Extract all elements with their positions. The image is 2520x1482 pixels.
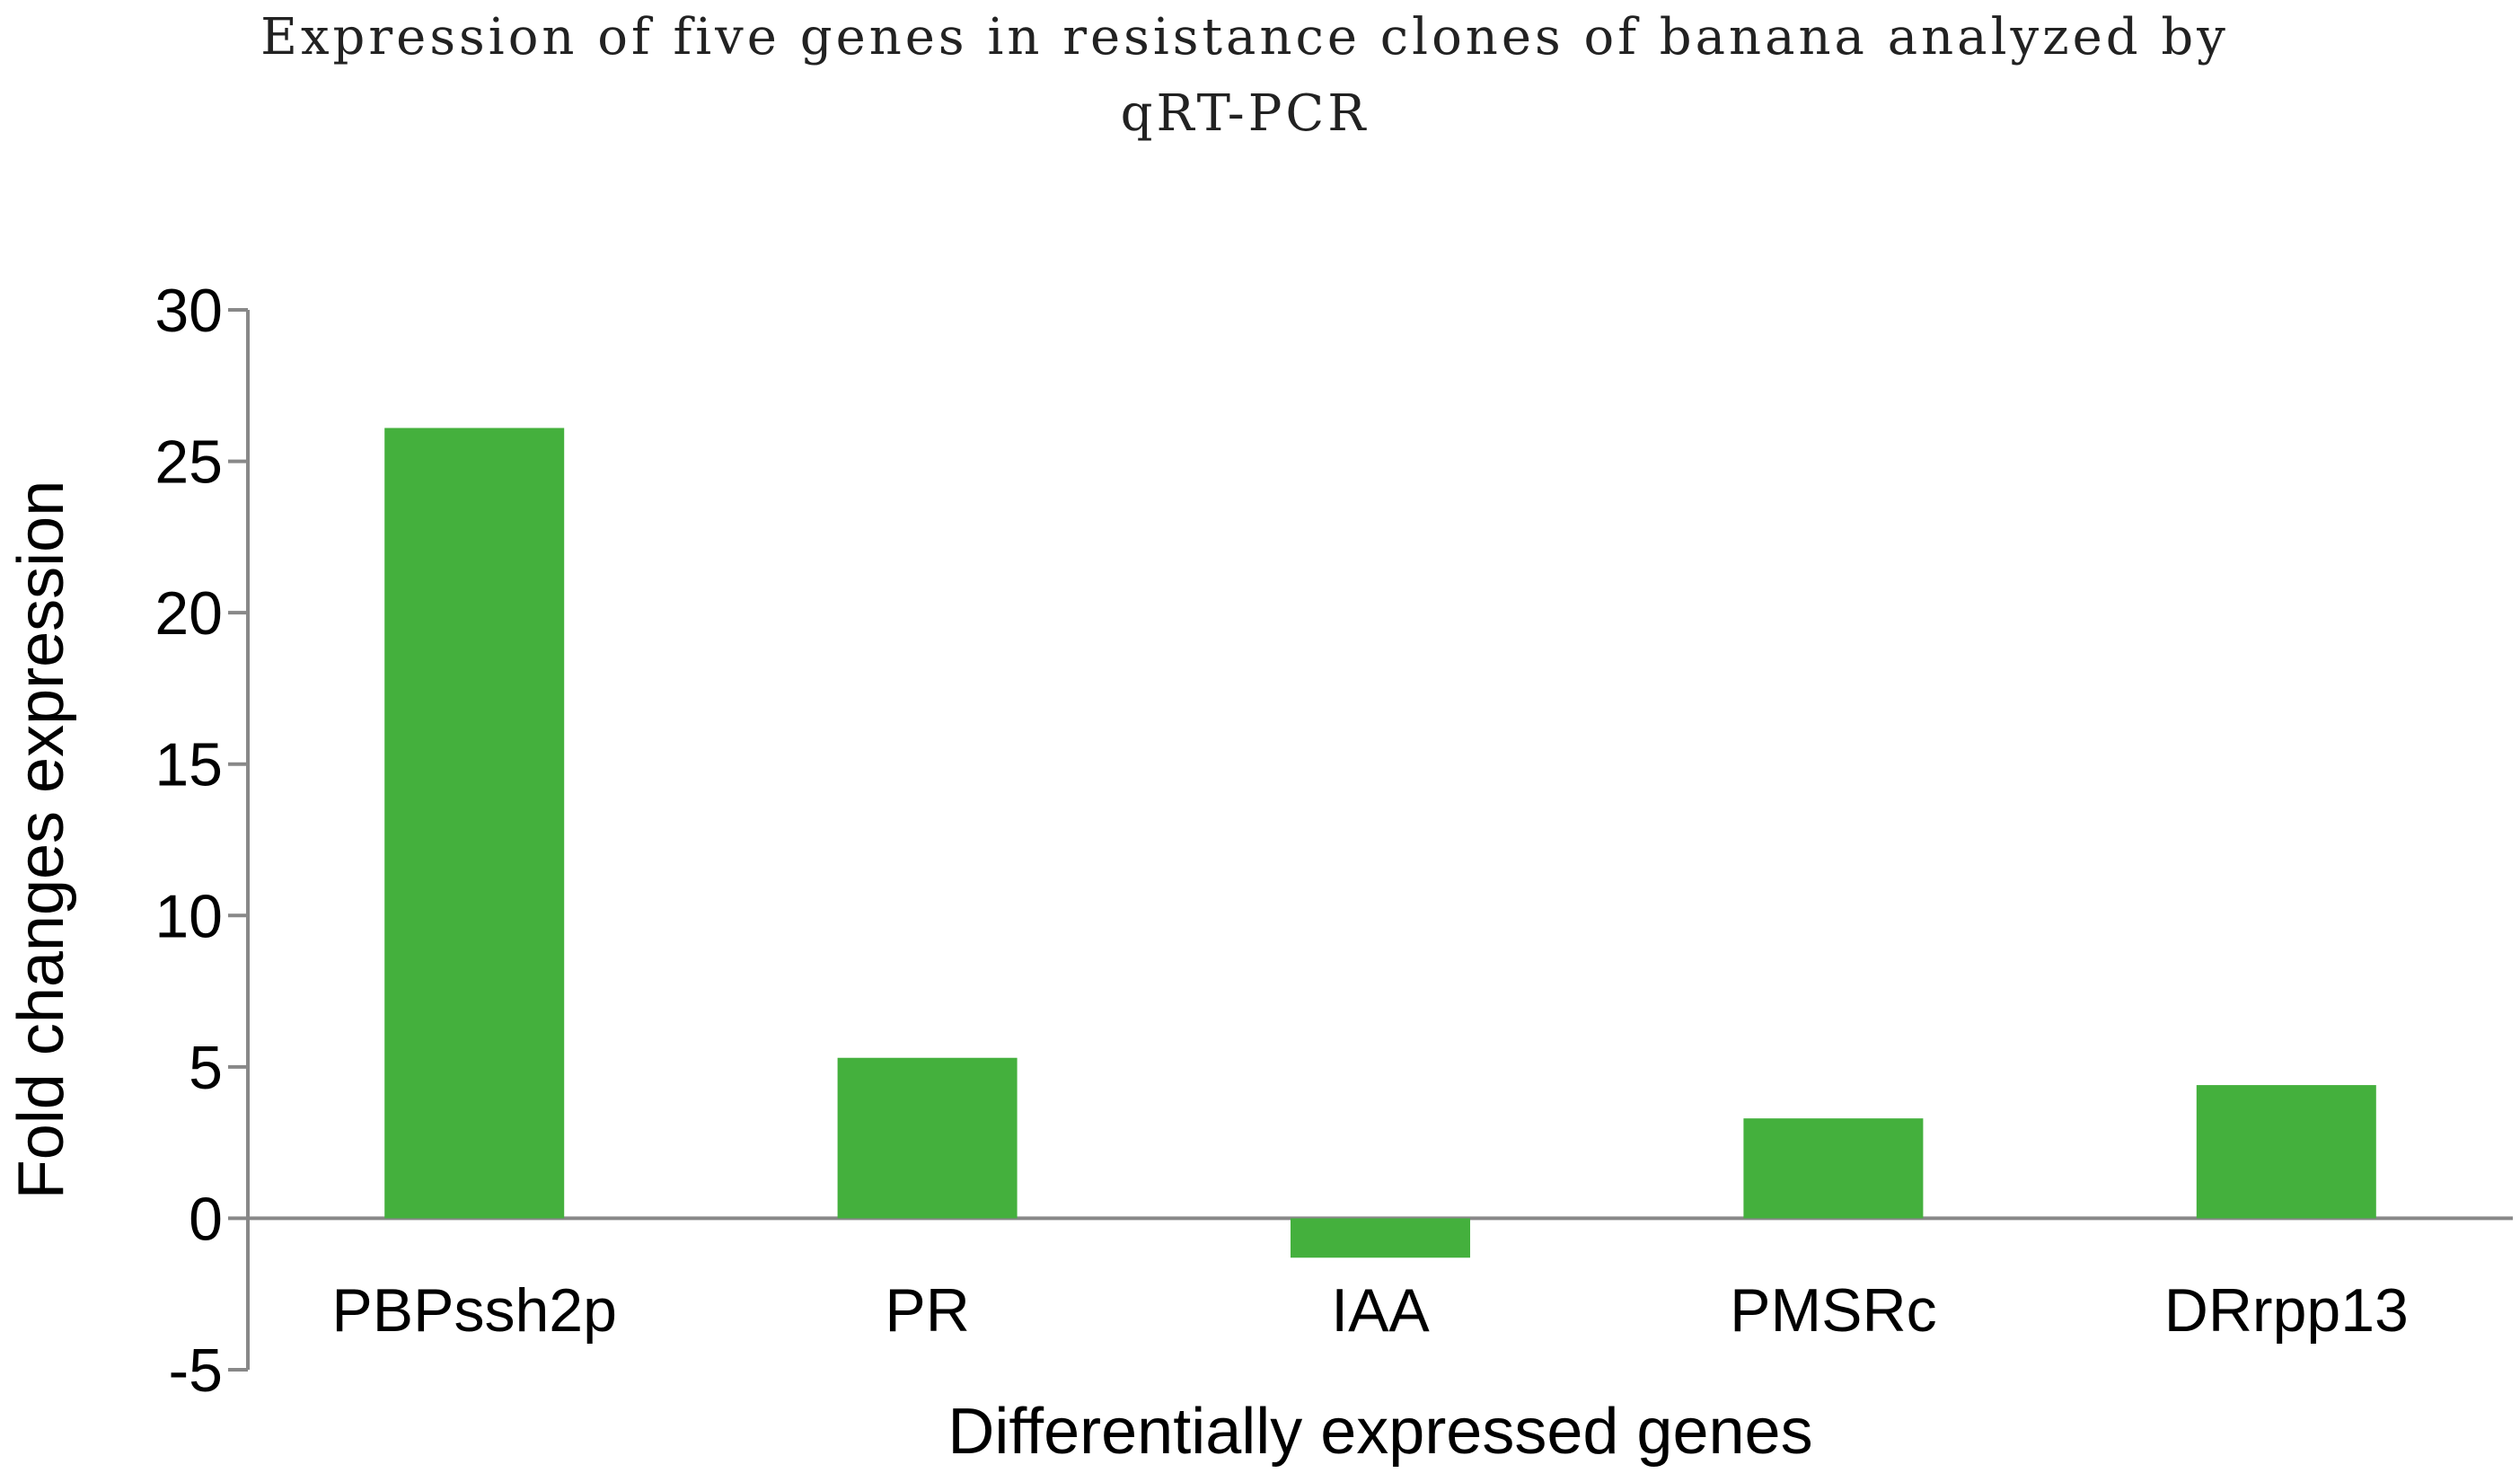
x-axis-label: Differentially expressed genes bbox=[947, 1396, 1812, 1468]
bar-pr bbox=[837, 1057, 1018, 1219]
chart-title-line-1: Expression of five genes in resistance c… bbox=[260, 8, 2229, 66]
x-tick-label-drrpp13: DRrpp13 bbox=[2164, 1276, 2409, 1345]
y-tick-label: 20 bbox=[154, 579, 223, 648]
bar-drrpp13 bbox=[2196, 1085, 2376, 1219]
x-tick-label-iaa: IAA bbox=[1331, 1276, 1430, 1345]
y-tick-marks bbox=[228, 308, 248, 1372]
x-tick-label-pbpssh2p: PBPssh2p bbox=[331, 1276, 617, 1345]
x-tick-label-pmsrc: PMSRc bbox=[1730, 1276, 1936, 1345]
y-tick-label: -5 bbox=[169, 1336, 223, 1405]
bar-pbpssh2p bbox=[384, 428, 565, 1219]
y-tick-label: 0 bbox=[189, 1185, 223, 1253]
bar-pmsrc bbox=[1743, 1118, 1924, 1219]
y-tick-label: 25 bbox=[154, 428, 223, 497]
bar-iaa bbox=[1291, 1218, 1470, 1258]
y-tick-labels: 30 25 20 15 10 5 0 -5 bbox=[154, 277, 223, 1405]
y-axis-label: Fold changes expression bbox=[5, 481, 77, 1199]
y-tick-label: 10 bbox=[154, 882, 223, 950]
y-tick-label: 15 bbox=[154, 731, 223, 799]
x-tick-labels: PBPssh2p PR IAA PMSRc DRrpp13 bbox=[331, 1276, 2408, 1345]
chart-title-line-2: qRT-PCR bbox=[1121, 84, 1370, 143]
y-tick-label: 5 bbox=[189, 1034, 223, 1102]
x-tick-label-pr: PR bbox=[885, 1276, 969, 1345]
bars bbox=[384, 428, 2376, 1258]
y-tick-label: 30 bbox=[154, 277, 223, 345]
